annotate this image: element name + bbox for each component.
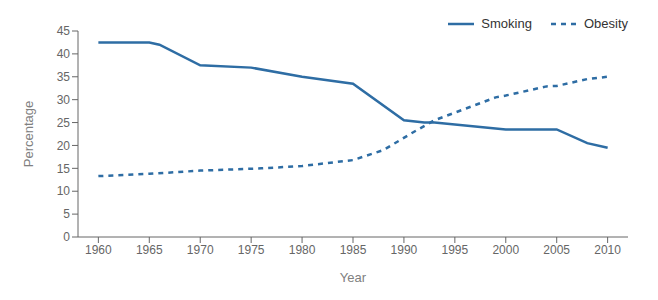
svg-text:2010: 2010 <box>594 243 621 257</box>
svg-text:Percentage: Percentage <box>21 101 36 168</box>
html-text:Obesity: Obesity <box>583 16 628 31</box>
svg-text:40: 40 <box>57 47 71 61</box>
svg-text:10: 10 <box>57 184 71 198</box>
svg-text:15: 15 <box>57 162 71 176</box>
svg-text:35: 35 <box>57 70 71 84</box>
svg-text:20: 20 <box>57 139 71 153</box>
svg-text:1975: 1975 <box>238 243 265 257</box>
svg-text:2000: 2000 <box>492 243 519 257</box>
svg-text:1980: 1980 <box>289 243 316 257</box>
svg-text:1995: 1995 <box>442 243 469 257</box>
svg-text:5: 5 <box>63 207 70 221</box>
svg-text:2005: 2005 <box>543 243 570 257</box>
svg-text:25: 25 <box>57 116 71 130</box>
svg-text:45: 45 <box>57 24 71 38</box>
svg-text:1970: 1970 <box>187 243 214 257</box>
svg-text:Year: Year <box>340 270 367 285</box>
svg-text:1960: 1960 <box>85 243 112 257</box>
svg-text:0: 0 <box>63 230 70 244</box>
svg-text:1985: 1985 <box>340 243 367 257</box>
svg-text:30: 30 <box>57 93 71 107</box>
svg-text:1965: 1965 <box>136 243 163 257</box>
svg-text:1990: 1990 <box>391 243 418 257</box>
html-text:Smoking: Smoking <box>481 16 532 31</box>
